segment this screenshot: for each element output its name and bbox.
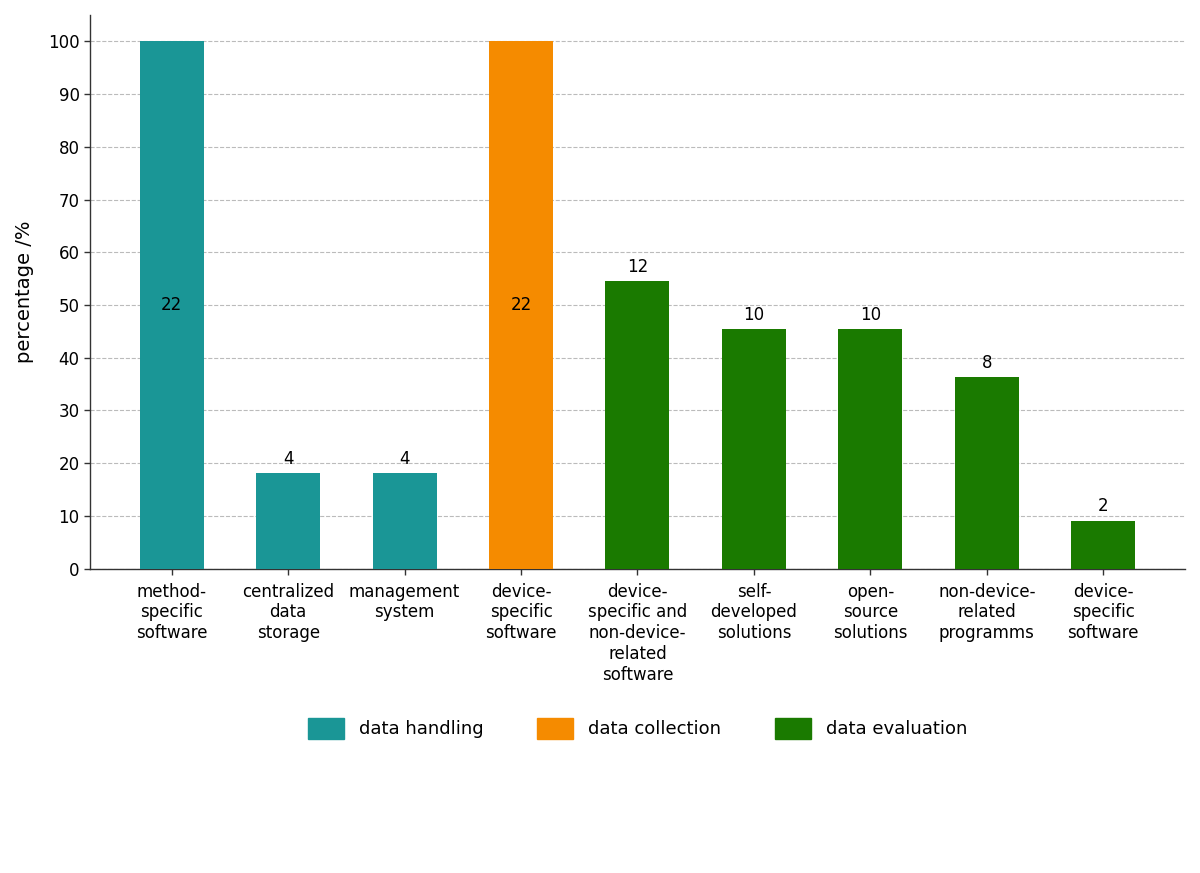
Bar: [606, 281, 670, 568]
Text: 22: 22: [161, 296, 182, 314]
Text: 2: 2: [1098, 498, 1109, 515]
Text: 10: 10: [743, 306, 764, 324]
Text: 22: 22: [510, 296, 532, 314]
Bar: [490, 41, 553, 568]
Bar: [955, 377, 1019, 568]
Legend: data handling, data collection, data evaluation: data handling, data collection, data eva…: [299, 709, 976, 748]
Y-axis label: percentage /%: percentage /%: [14, 221, 34, 363]
Bar: [1072, 520, 1135, 568]
Text: 4: 4: [400, 450, 410, 468]
Bar: [722, 329, 786, 568]
Bar: [372, 473, 437, 568]
Text: 10: 10: [859, 306, 881, 324]
Bar: [256, 473, 320, 568]
Bar: [139, 41, 204, 568]
Bar: [839, 329, 902, 568]
Text: 12: 12: [626, 258, 648, 276]
Text: 4: 4: [283, 450, 294, 468]
Text: 8: 8: [982, 354, 992, 372]
